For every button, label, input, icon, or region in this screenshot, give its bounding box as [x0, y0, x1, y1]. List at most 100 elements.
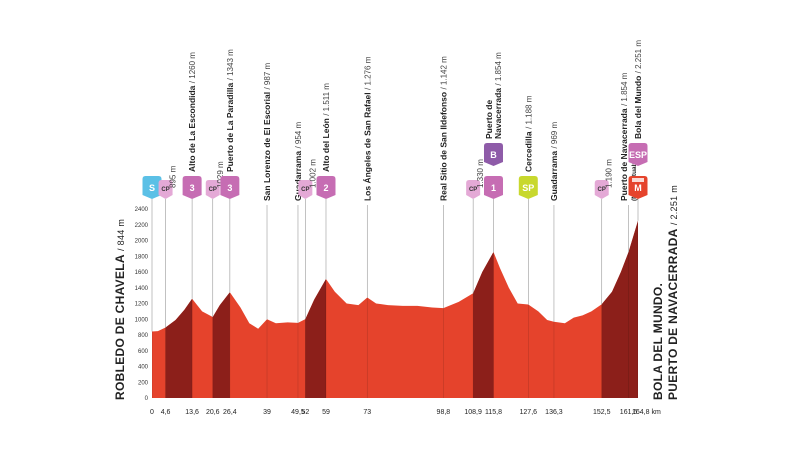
point-altitude: / 1.854 m	[620, 72, 629, 106]
point-label: Real Sitio de San Ildefonso / 1.142 m	[438, 56, 448, 201]
start-name: ROBLEDO DE CHAVELA	[113, 254, 127, 400]
y-tick-label: 400	[138, 365, 149, 371]
x-tick-label: 0	[150, 409, 154, 416]
marker-badge	[483, 176, 503, 199]
marker-label: CP	[469, 187, 477, 193]
point-altitude: / 969 m	[550, 122, 559, 149]
point-name: Alto de La Escondida	[187, 85, 197, 172]
marker-cp	[158, 180, 173, 199]
point-name: Puerto de La Paradilla	[225, 82, 235, 172]
marker-check	[632, 178, 644, 182]
point-altitude: 1.190 m	[605, 159, 614, 188]
marker-badge	[316, 176, 336, 199]
marker-label: 2	[323, 183, 328, 193]
point-name: Los Ángeles de San Rafael	[362, 92, 372, 201]
point-altitude: / 1.188 m	[524, 95, 533, 129]
point-label: Puerto de Navacerrada / 1.854 m	[619, 72, 629, 201]
point-label: Navacerrada / 1.854 m	[493, 52, 503, 139]
climb-shade	[601, 220, 638, 398]
marker-label: CP	[598, 187, 606, 193]
y-tick-label: 2000	[135, 239, 149, 245]
profile-area	[152, 220, 638, 398]
marker-cp	[298, 180, 313, 199]
x-tick-label: 161,6	[620, 409, 638, 416]
y-tick-label: 1000	[135, 317, 149, 323]
point-altitude: / 1343 m	[226, 49, 235, 80]
y-tick-label: 1400	[135, 286, 149, 292]
point-name: Alto del León	[321, 118, 331, 172]
marker-label: ESP	[629, 150, 647, 160]
point-name: San Lorenzo de El Escorial	[262, 92, 272, 201]
start-altitude: / 844 m	[116, 219, 126, 251]
y-tick-label: 1200	[135, 302, 149, 308]
climb-shade	[165, 220, 193, 398]
x-tick-label: 152,5	[593, 409, 611, 416]
marker-label: CP	[161, 187, 169, 193]
x-tick-label: 115,8	[485, 409, 502, 416]
point-name: Bola del Mundo	[633, 76, 643, 139]
point-altitude: / 987 m	[263, 62, 272, 89]
x-tick-label: 108,9	[464, 409, 482, 416]
point-altitude: 895 m	[169, 165, 178, 188]
y-tick-label: 2400	[135, 207, 149, 213]
point-altitude: 1.330 m	[476, 159, 485, 188]
point-label: Los Ángeles de San Rafael / 1.276 m	[362, 56, 372, 201]
x-tick-label: 73	[363, 409, 371, 416]
point-name: Navacerrada	[493, 88, 503, 139]
x-tick-label: 136,3	[545, 409, 563, 416]
y-tick-label: 800	[138, 333, 149, 339]
finish-name: BOLA DEL MUNDO.	[651, 283, 665, 400]
point-label: Alto del León / 1.511 m	[321, 83, 331, 172]
point-name: Real Sitio de San Ildefonso	[438, 92, 448, 201]
y-tick-label: 600	[138, 349, 149, 355]
point-altitude: / 1.511 m	[322, 83, 331, 116]
point-label: Bola del Mundo / 2.251 m	[633, 40, 643, 139]
climb-shade	[305, 220, 326, 398]
point-label: Puerto de	[484, 100, 494, 139]
marker-cp	[594, 180, 609, 199]
point-label: Cercedilla / 1.188 m	[523, 95, 533, 172]
marker-label: S	[149, 183, 155, 193]
marker-cp	[466, 180, 481, 199]
point-label: Guadarrama / 969 m	[549, 122, 559, 201]
marker-badge	[518, 176, 538, 199]
marker-badge	[628, 143, 648, 166]
point-label: San Lorenzo de El Escorial / 987 m	[262, 62, 272, 201]
point-altitude: / 1.854 m	[494, 52, 503, 86]
x-tick-label: 26,4	[223, 409, 237, 416]
x-tick-label: 20,6	[206, 409, 220, 416]
x-tick-label: 164,8 km	[632, 409, 661, 416]
x-tick-label: 59	[322, 409, 330, 416]
marker-badge	[142, 176, 162, 199]
point-altitude: / 1.142 m	[439, 56, 448, 90]
marker-label: CP	[209, 187, 217, 193]
finish-name: PUERTO DE NAVACERRADA	[666, 228, 680, 400]
finish-altitude: / 2.251 m	[669, 185, 679, 225]
point-name: Guadarrama	[293, 151, 303, 201]
x-tick-label: 49,5	[291, 409, 305, 416]
y-tick-label: 1800	[135, 254, 149, 260]
x-tick-label: 98,8	[437, 409, 451, 416]
marker-label: 3	[227, 183, 232, 193]
point-name: Puerto de	[484, 100, 494, 139]
start-label: ROBLEDO DE CHAVELA / 844 m	[113, 219, 127, 400]
x-tick-label: 52	[301, 409, 309, 416]
point-altitude: / 1.276 m	[363, 56, 372, 90]
x-tick-label: 13,6	[185, 409, 199, 416]
point-name: Cercedilla	[523, 131, 533, 172]
point-label: Alto de La Escondida / 1260 m	[187, 52, 197, 172]
marker-label: 3	[190, 183, 195, 193]
finish-label: BOLA DEL MUNDO.	[651, 283, 665, 400]
y-tick-label: 200	[138, 380, 149, 386]
marker-label: B	[490, 150, 497, 160]
point-altitude: 1.002 m	[308, 159, 317, 188]
marker-label: SP	[522, 183, 534, 193]
marker-badge	[182, 176, 202, 199]
x-tick-label: 4,6	[161, 409, 171, 416]
marker-badge	[220, 176, 240, 199]
finish-label: PUERTO DE NAVACERRADA / 2.251 m	[666, 185, 680, 400]
climb-shade	[473, 220, 494, 398]
point-name: Puerto de Navacerrada	[619, 108, 629, 201]
point-altitude: 1029 m	[216, 161, 225, 188]
y-tick-label: 0	[145, 396, 149, 402]
